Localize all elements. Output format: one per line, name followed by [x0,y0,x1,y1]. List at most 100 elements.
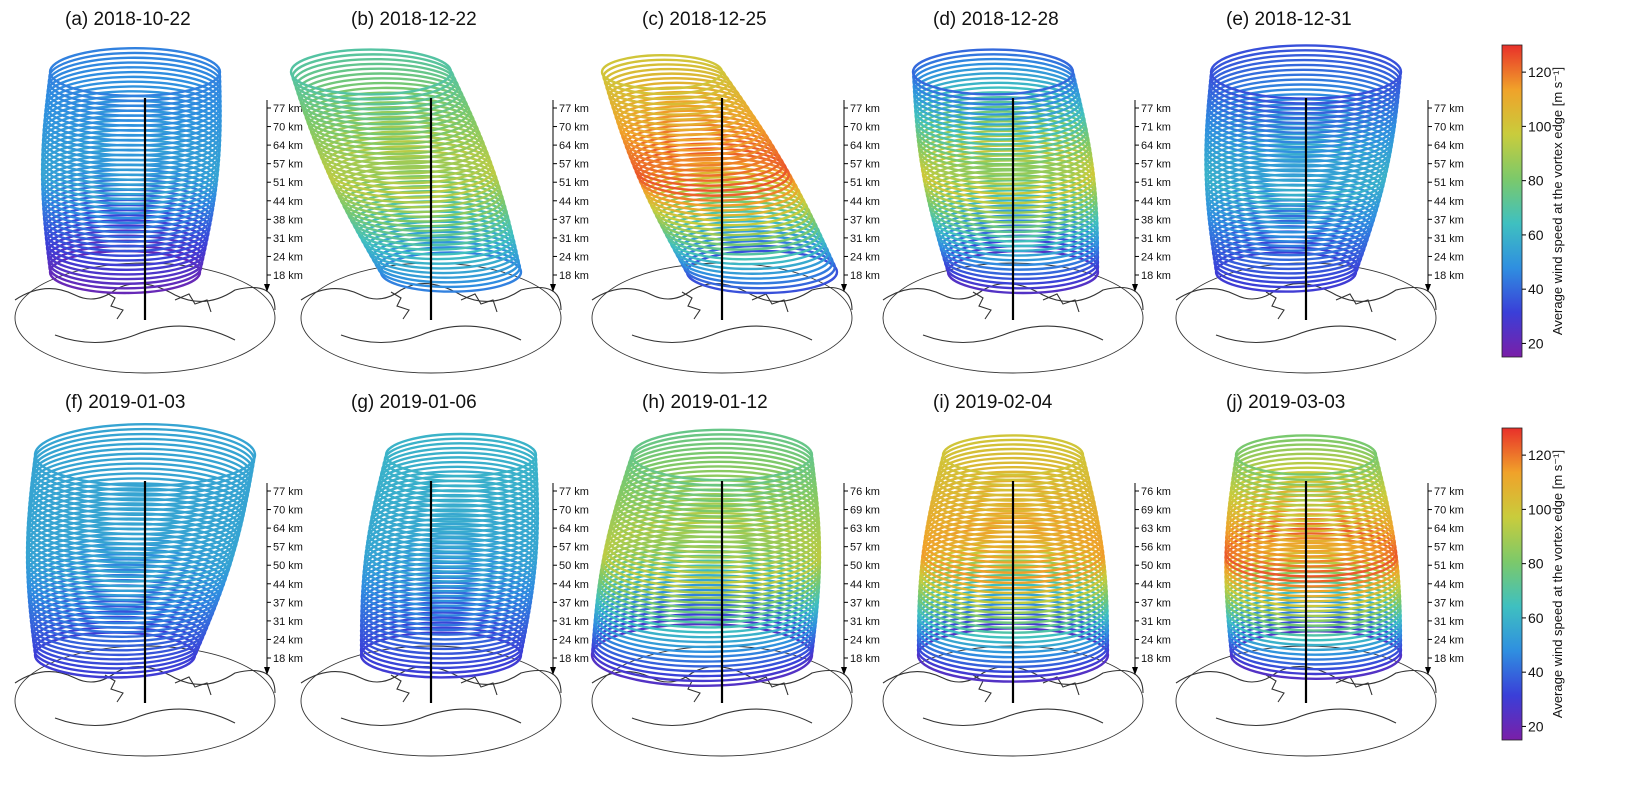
axis-arrow [264,667,270,675]
vortex-ring [43,90,222,142]
altitude-tick-label: 18 km [273,270,303,282]
colorbar-tick-label: 20 [1528,718,1544,734]
vortex-ring [604,516,822,579]
altitude-tick-label: 31 km [559,233,589,245]
altitude-tick-label: 24 km [559,251,589,263]
vortex-rings [1204,44,1403,293]
vortex-ring [1224,532,1398,583]
vortex-ring [1224,546,1400,598]
coastline [174,676,212,696]
vortex-ring [375,470,539,518]
axis-arrow [1132,667,1138,675]
coastline [1042,293,1080,313]
coastline [631,708,813,727]
altitude-axis: 77 km 70 km 64 km 57 km 51 km 44 km 37 km 31 km… [550,100,589,292]
altitude-tick-label: 57 km [850,159,880,171]
vortex-ring [607,502,821,564]
vortex-ring [621,456,817,513]
coastline [1335,676,1373,696]
altitude-axis: 76 km 69 km 63 km 56 km 50 km 44 km 37 km 31 km… [1132,483,1171,675]
altitude-tick-label: 38 km [1141,214,1171,226]
vortex-ring [370,493,540,543]
vortex-ring [1224,527,1398,578]
altitude-tick-label: 70 km [1434,122,1464,134]
vortex-ring [384,432,538,478]
altitude-axis: 77 km 70 km 64 km 57 km 51 km 44 km 37 km 31 km… [841,100,880,292]
altitude-tick-label: 77 km [850,103,880,115]
altitude-axis: 77 km 70 km 64 km 57 km 50 km 44 km 37 km 31 km… [264,483,303,675]
coastline [300,283,562,311]
altitude-tick-label: 37 km [273,597,303,609]
altitude-tick-label: 44 km [273,579,303,591]
coastline [631,325,813,344]
altitude-tick-label: 37 km [850,597,880,609]
coastline [340,325,522,344]
altitude-tick-label: 18 km [273,653,303,665]
vortex-ring [1224,537,1399,588]
coastline [460,676,498,696]
altitude-tick-label: 77 km [273,103,303,115]
vortex-ring [1228,480,1389,528]
altitude-tick-label: 24 km [1434,634,1464,646]
altitude-tick-label: 70 km [1434,505,1464,517]
altitude-tick-label: 64 km [1434,140,1464,152]
panel-title: (a) 2018-10-22 [65,9,191,30]
altitude-tick-label: 50 km [559,560,589,572]
axis-arrow [550,667,556,675]
altitude-tick-label: 24 km [1141,251,1171,263]
altitude-axis: 77 km 70 km 64 km 57 km 51 km 44 km 37 km 31 km… [1425,100,1464,292]
altitude-tick-label: 18 km [850,653,880,665]
altitude-axis: 77 km 71 km 64 km 57 km 51 km 44 km 38 km 31 km… [1132,100,1171,292]
altitude-tick-label: 44 km [273,196,303,208]
axis-arrow [1132,284,1138,292]
altitude-tick-label: 69 km [850,505,880,517]
vortex-ring [912,57,1077,106]
panel-j: (j) 2019-03-03 77 km 70 km 64 km 57 km 51 km 4… [1175,392,1464,757]
colorbar-tick-label: 100 [1528,501,1552,517]
altitude-tick-label: 77 km [1434,486,1464,498]
altitude-tick-label: 64 km [850,140,880,152]
altitude-tick-label: 70 km [273,505,303,517]
altitude-tick-label: 31 km [1141,616,1171,628]
altitude-tick-label: 50 km [1141,560,1171,572]
vortex-ring [616,469,819,528]
altitude-axis: 76 km 69 km 63 km 57 km 50 km 44 km 37 km 31 km… [841,483,880,675]
vortex-ring [47,56,222,107]
vortex-rings [359,432,540,679]
vortex-ring [378,456,539,503]
vortex-ring [912,53,1076,101]
vortex-ring [379,451,539,498]
altitude-tick-label: 31 km [273,616,303,628]
vortex-ring [1227,485,1390,533]
panel-a: (a) 2018-10-22 77 km 70 km 64 km 57 km 51 km 4… [14,9,303,374]
altitude-tick-label: 64 km [273,523,303,535]
altitude-tick-label: 70 km [559,505,589,517]
coastline [1265,291,1285,320]
vortex-ring [45,75,222,127]
altitude-tick-label: 44 km [559,196,589,208]
altitude-tick-label: 76 km [850,486,880,498]
altitude-tick-label: 44 km [1434,196,1464,208]
panel-title: (d) 2018-12-28 [933,9,1059,30]
colorbar-label: Average wind speed at the vortex edge [m… [1550,67,1565,335]
vortex-ring [1229,466,1386,512]
altitude-tick-label: 70 km [273,122,303,134]
altitude-tick-label: 37 km [1434,214,1464,226]
coastline [751,293,789,313]
colorbar-tick-label: 40 [1528,664,1544,680]
altitude-tick-label: 77 km [559,103,589,115]
panel-title: (i) 2019-02-04 [933,392,1053,413]
altitude-tick-label: 24 km [559,634,589,646]
altitude-axis: 77 km 70 km 64 km 57 km 51 km 44 km 38 km 31 km… [264,100,303,292]
altitude-axis: 77 km 70 km 64 km 57 km 50 km 44 km 37 km 31 km… [550,483,589,675]
coastline [922,325,1104,344]
map-outline [300,262,562,374]
vortex-ring [605,511,822,574]
vortex-ring [44,85,222,137]
altitude-tick-label: 37 km [559,597,589,609]
colorbar-tick-label: 80 [1528,173,1544,189]
altitude-tick-label: 38 km [273,214,303,226]
